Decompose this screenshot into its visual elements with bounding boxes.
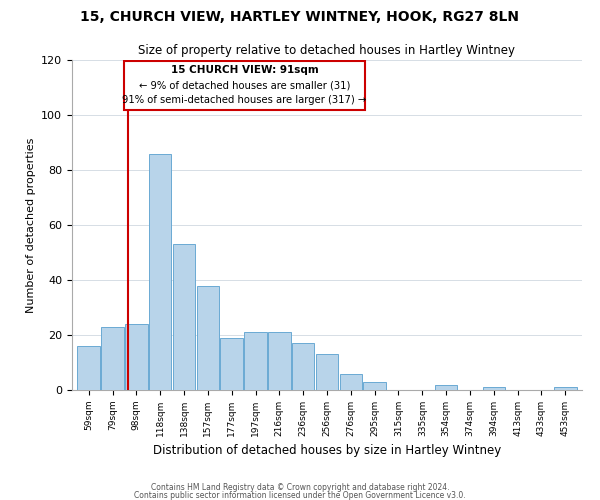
Bar xyxy=(125,324,148,390)
Text: ← 9% of detached houses are smaller (31): ← 9% of detached houses are smaller (31) xyxy=(139,80,350,90)
Bar xyxy=(77,346,100,390)
FancyBboxPatch shape xyxy=(124,62,365,110)
Bar xyxy=(268,332,290,390)
Bar xyxy=(101,327,124,390)
Text: Contains HM Land Registry data © Crown copyright and database right 2024.: Contains HM Land Registry data © Crown c… xyxy=(151,484,449,492)
Bar xyxy=(435,384,457,390)
Bar xyxy=(364,382,386,390)
Bar xyxy=(173,244,196,390)
Y-axis label: Number of detached properties: Number of detached properties xyxy=(26,138,35,312)
Text: 15 CHURCH VIEW: 91sqm: 15 CHURCH VIEW: 91sqm xyxy=(170,66,319,76)
Text: 15, CHURCH VIEW, HARTLEY WINTNEY, HOOK, RG27 8LN: 15, CHURCH VIEW, HARTLEY WINTNEY, HOOK, … xyxy=(80,10,520,24)
Bar xyxy=(554,387,577,390)
Bar xyxy=(482,387,505,390)
Bar xyxy=(244,332,267,390)
Text: Contains public sector information licensed under the Open Government Licence v3: Contains public sector information licen… xyxy=(134,490,466,500)
Bar xyxy=(292,343,314,390)
Bar xyxy=(340,374,362,390)
Bar xyxy=(316,354,338,390)
Title: Size of property relative to detached houses in Hartley Wintney: Size of property relative to detached ho… xyxy=(139,44,515,58)
Bar xyxy=(149,154,172,390)
Bar xyxy=(197,286,219,390)
X-axis label: Distribution of detached houses by size in Hartley Wintney: Distribution of detached houses by size … xyxy=(153,444,501,458)
Text: 91% of semi-detached houses are larger (317) →: 91% of semi-detached houses are larger (… xyxy=(122,95,367,105)
Bar xyxy=(220,338,243,390)
